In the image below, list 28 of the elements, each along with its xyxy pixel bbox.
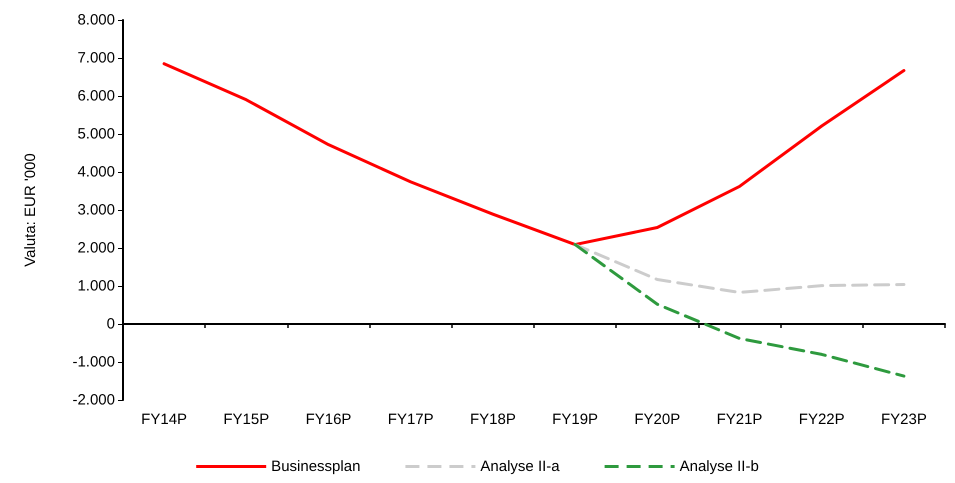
x-tick-label: FY16P <box>306 411 352 428</box>
x-tick-label: FY15P <box>223 411 270 428</box>
legend-label: Analyse II-b <box>680 458 759 475</box>
x-tick-label: FY20P <box>634 411 680 428</box>
legend-label: Businessplan <box>271 458 360 475</box>
x-tick-label: FY19P <box>552 411 598 428</box>
legend-label: Analyse II-a <box>480 458 560 475</box>
line-series <box>574 243 906 294</box>
y-tick-label: -1.000 <box>72 354 115 370</box>
y-tick-label: 2.000 <box>77 240 115 256</box>
x-tick-label: FY14P <box>141 411 188 428</box>
y-tick-label: 0 <box>106 316 115 332</box>
x-tick-label: FY21P <box>716 411 762 428</box>
y-tick-label: 1.000 <box>77 278 115 294</box>
x-tick-label: FY18P <box>470 411 516 428</box>
y-tick-label: 4.000 <box>77 164 115 180</box>
x-tick-label: FY22P <box>798 411 845 428</box>
y-tick-label: 8.000 <box>77 12 115 28</box>
y-tick-label: -2.000 <box>72 392 115 408</box>
y-tick-label: 7.000 <box>77 50 115 66</box>
x-tick-label: FY23P <box>880 411 927 428</box>
y-tick-label: 3.000 <box>77 202 115 218</box>
x-tick-label: FY17P <box>388 411 434 428</box>
y-axis-title: Valuta: EUR '000 <box>22 153 39 267</box>
line-series <box>162 62 906 246</box>
y-tick-label: 5.000 <box>77 126 115 142</box>
y-tick-label: 6.000 <box>77 88 115 104</box>
line-series <box>574 243 906 378</box>
